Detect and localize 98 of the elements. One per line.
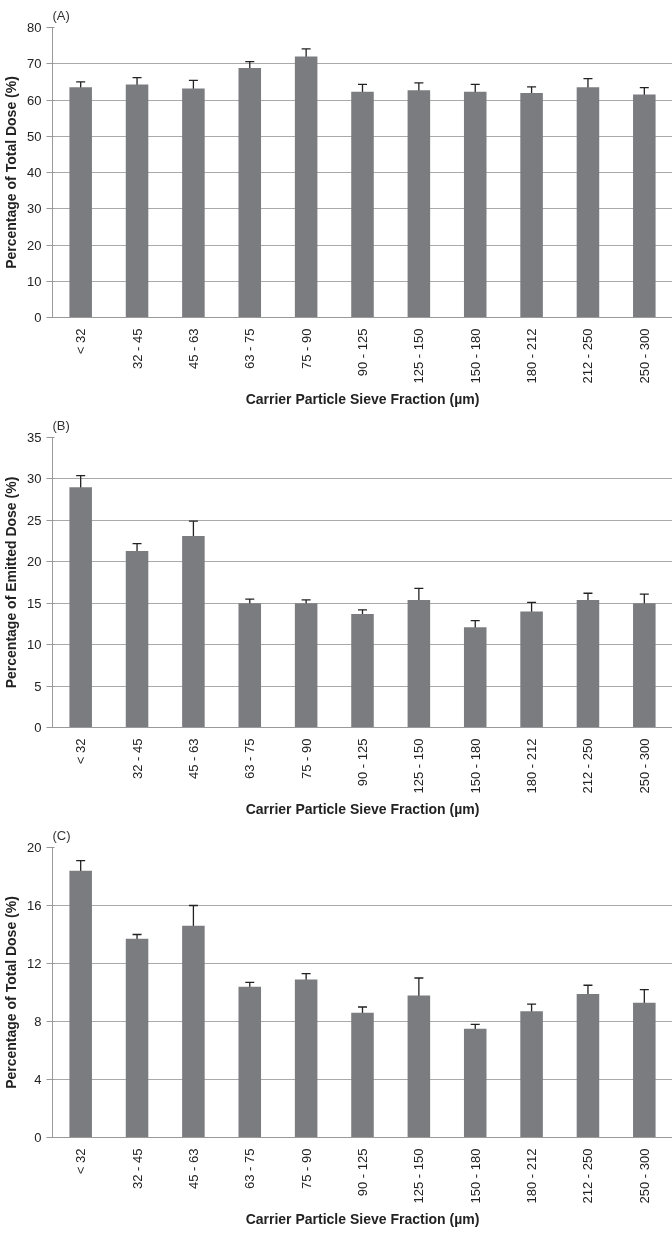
bar xyxy=(407,90,431,318)
bar xyxy=(576,993,600,1138)
x-tick-label: 150 - 180 xyxy=(467,1148,483,1204)
bar xyxy=(576,87,600,318)
bar xyxy=(463,91,487,318)
x-tick-label: 125 - 150 xyxy=(411,1148,427,1204)
y-tick-label: 15 xyxy=(27,595,42,611)
x-axis-title: Carrier Particle Sieve Fraction (µm) xyxy=(245,391,480,408)
x-tick-label: < 32 xyxy=(73,328,89,355)
y-tick-label: 0 xyxy=(34,310,42,325)
bar xyxy=(463,627,487,728)
bar xyxy=(69,487,92,728)
x-tick-label: 45 - 63 xyxy=(185,328,201,369)
x-tick-label: 75 - 90 xyxy=(298,738,314,779)
y-tick-label: 8 xyxy=(34,1014,42,1029)
x-tick-label: 45 - 63 xyxy=(185,1148,201,1189)
x-tick-label: 125 - 150 xyxy=(411,738,427,794)
x-tick-label: 250 - 300 xyxy=(636,1148,652,1204)
x-tick-label: 90 - 125 xyxy=(355,328,370,377)
x-tick-label: 150 - 180 xyxy=(467,328,483,384)
bar xyxy=(576,599,600,728)
bar xyxy=(69,870,92,1138)
x-tick-label: 45 - 63 xyxy=(185,738,201,779)
y-tick-label: 4 xyxy=(34,1072,42,1087)
x-tick-label: 180 - 212 xyxy=(524,328,540,384)
bar xyxy=(125,938,149,1138)
y-tick-label: 16 xyxy=(27,898,42,913)
x-tick-label: 212 - 250 xyxy=(580,738,596,794)
x-axis-title: Carrier Particle Sieve Fraction (µm) xyxy=(245,801,480,818)
bar xyxy=(182,925,205,1138)
y-tick-label: 50 xyxy=(27,128,42,144)
bar xyxy=(633,1002,656,1138)
bar xyxy=(351,613,374,728)
x-tick-label: 90 - 125 xyxy=(355,1148,370,1197)
y-tick-label: 20 xyxy=(27,840,42,855)
x-tick-label: 250 - 300 xyxy=(636,328,652,384)
bar xyxy=(463,1028,487,1138)
chart-title: (A) xyxy=(52,7,70,23)
bar xyxy=(238,986,262,1138)
bar xyxy=(407,599,431,728)
y-tick-label: 10 xyxy=(27,637,42,653)
x-tick-label: 250 - 300 xyxy=(636,738,652,794)
x-axis-title: Carrier Particle Sieve Fraction (µm) xyxy=(245,1211,480,1228)
bar xyxy=(633,94,656,318)
y-tick-label: 40 xyxy=(27,165,42,180)
x-tick-label: 90 - 125 xyxy=(355,738,370,787)
x-tick-label: 63 - 75 xyxy=(242,738,258,779)
x-tick-label: 32 - 45 xyxy=(129,738,145,779)
y-axis-title: Percentage of Total Dose (%) xyxy=(3,896,20,1089)
x-tick-label: 125 - 150 xyxy=(411,328,427,384)
bar xyxy=(238,603,262,728)
bar xyxy=(520,611,543,728)
bar xyxy=(407,995,431,1138)
bar xyxy=(520,93,543,318)
bar xyxy=(238,68,262,318)
bar xyxy=(351,1012,374,1138)
x-tick-label: 32 - 45 xyxy=(129,1148,145,1189)
chart-title: (C) xyxy=(52,827,71,843)
x-tick-label: 63 - 75 xyxy=(242,1148,258,1189)
x-tick-label: 180 - 212 xyxy=(524,738,540,794)
y-tick-label: 80 xyxy=(27,20,42,35)
bar xyxy=(69,87,92,318)
bar xyxy=(125,551,149,728)
x-tick-label: < 32 xyxy=(73,738,89,765)
x-tick-label: 150 - 180 xyxy=(467,738,483,794)
y-tick-label: 60 xyxy=(27,92,42,108)
x-tick-label: 32 - 45 xyxy=(129,328,145,369)
x-tick-label: 212 - 250 xyxy=(580,1148,596,1204)
bar xyxy=(125,84,149,318)
bar xyxy=(294,979,318,1138)
y-tick-label: 10 xyxy=(27,273,42,289)
bar xyxy=(182,88,205,318)
bar xyxy=(182,536,205,728)
bar xyxy=(633,603,656,728)
bar xyxy=(520,1011,543,1138)
y-tick-label: 20 xyxy=(27,554,42,570)
y-tick-label: 25 xyxy=(27,512,42,528)
x-tick-label: 75 - 90 xyxy=(298,328,314,369)
x-tick-label: 180 - 212 xyxy=(524,1148,540,1204)
x-tick-label: 75 - 90 xyxy=(298,1148,314,1189)
y-tick-label: 12 xyxy=(27,956,42,971)
y-tick-label: 20 xyxy=(27,237,42,253)
y-tick-label: 30 xyxy=(27,201,42,217)
x-tick-label: 63 - 75 xyxy=(242,328,258,369)
y-tick-label: 0 xyxy=(34,720,42,735)
x-tick-label: < 32 xyxy=(73,1148,89,1175)
bar xyxy=(351,91,374,318)
y-axis-title: Percentage of Total Dose (%) xyxy=(3,76,20,269)
y-tick-label: 0 xyxy=(34,1130,42,1145)
y-axis-title: Percentage of Emitted Dose (%) xyxy=(3,476,20,689)
x-tick-label: 212 - 250 xyxy=(580,328,596,384)
y-tick-label: 35 xyxy=(27,430,42,445)
y-tick-label: 30 xyxy=(27,471,42,487)
y-tick-label: 5 xyxy=(34,678,42,694)
bar xyxy=(294,56,318,318)
y-tick-label: 70 xyxy=(27,56,42,72)
chart-title: (B) xyxy=(52,417,70,433)
bar xyxy=(294,603,318,728)
